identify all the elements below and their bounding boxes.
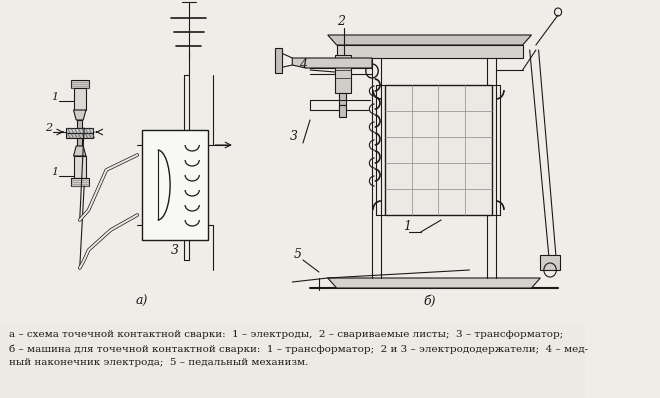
Polygon shape	[328, 278, 541, 288]
Bar	[275, 48, 282, 73]
Text: а): а)	[135, 295, 148, 308]
Bar	[0, 323, 585, 398]
Text: б – машина для точечной контактной сварки:  1 – трансформатор;  2 и 3 – электрод: б – машина для точечной контактной сварк…	[9, 344, 588, 353]
Bar	[385, 85, 492, 215]
Bar	[541, 255, 560, 270]
Text: 4: 4	[299, 58, 307, 71]
Bar	[73, 156, 86, 178]
Text: 5: 5	[294, 248, 302, 261]
Polygon shape	[337, 45, 523, 58]
Text: а – схема точечной контактной сварки:  1 – электроды,  2 – свариваемые листы;  3: а – схема точечной контактной сварки: 1 …	[9, 330, 563, 339]
Polygon shape	[292, 58, 372, 68]
Text: 1: 1	[51, 92, 59, 102]
Text: 3: 3	[290, 130, 298, 143]
Text: 2: 2	[45, 123, 52, 133]
Bar	[77, 138, 82, 146]
Text: 2: 2	[337, 15, 345, 28]
Polygon shape	[328, 35, 531, 45]
Bar	[67, 133, 93, 138]
Text: 1: 1	[403, 220, 411, 233]
Polygon shape	[73, 110, 86, 120]
Polygon shape	[73, 146, 86, 156]
Bar	[339, 105, 346, 117]
Bar	[77, 120, 82, 128]
Bar	[71, 80, 88, 88]
Text: 3: 3	[170, 244, 178, 257]
Bar	[67, 128, 93, 133]
Bar	[71, 178, 88, 186]
Bar	[335, 55, 350, 93]
Text: б): б)	[423, 295, 436, 308]
Text: 1: 1	[51, 167, 59, 177]
Bar	[73, 88, 86, 110]
Text: ный наконечник электрода;  5 – педальный механизм.: ный наконечник электрода; 5 – педальный …	[9, 358, 308, 367]
Bar	[142, 130, 208, 240]
Bar	[339, 93, 346, 105]
